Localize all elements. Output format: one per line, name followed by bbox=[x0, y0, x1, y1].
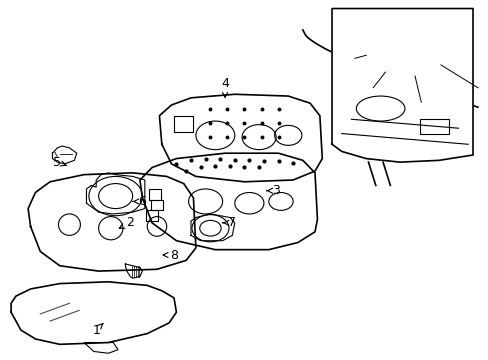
Bar bbox=[419, 119, 448, 134]
Bar bbox=[148, 189, 161, 200]
Text: 7: 7 bbox=[223, 216, 236, 229]
Text: 3: 3 bbox=[266, 184, 280, 197]
Bar bbox=[174, 116, 193, 132]
Text: 5: 5 bbox=[53, 156, 66, 168]
Text: 6: 6 bbox=[133, 195, 146, 208]
Polygon shape bbox=[331, 9, 472, 162]
Bar bbox=[146, 210, 158, 221]
Text: 4: 4 bbox=[221, 77, 228, 98]
Text: 1: 1 bbox=[92, 323, 103, 337]
Text: 2: 2 bbox=[119, 216, 134, 229]
Text: 8: 8 bbox=[163, 248, 178, 261]
Bar bbox=[151, 200, 163, 210]
